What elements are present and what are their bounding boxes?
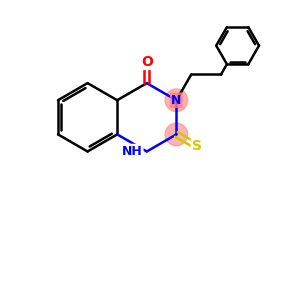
Text: NH: NH <box>122 145 142 158</box>
Text: S: S <box>192 139 202 153</box>
Text: N: N <box>171 94 182 107</box>
Circle shape <box>165 123 188 146</box>
Text: O: O <box>141 55 153 69</box>
Circle shape <box>165 89 188 112</box>
